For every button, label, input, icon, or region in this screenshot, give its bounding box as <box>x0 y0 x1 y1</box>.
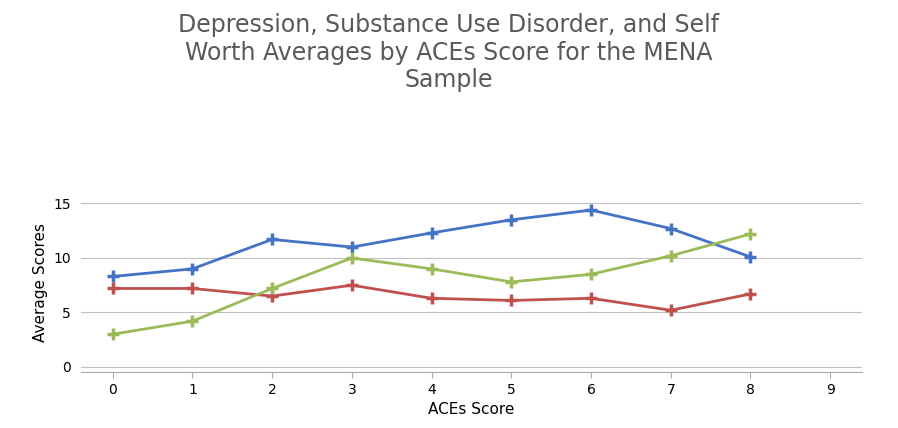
PHQ-9 Average <box>745 254 756 259</box>
Self-Worth <box>187 286 198 291</box>
Line: Substance Use Disorder: Substance Use Disorder <box>107 228 757 341</box>
PHQ-9 Average <box>506 217 516 223</box>
Line: PHQ-9 Average: PHQ-9 Average <box>107 204 757 283</box>
Substance Use Disorder <box>347 256 357 261</box>
Self-Worth <box>665 308 676 313</box>
Self-Worth <box>506 298 516 303</box>
Substance Use Disorder <box>665 253 676 259</box>
Self-Worth <box>427 296 437 301</box>
Substance Use Disorder <box>585 272 596 277</box>
Substance Use Disorder <box>108 332 119 337</box>
Substance Use Disorder <box>506 279 516 285</box>
PHQ-9 Average <box>187 266 198 271</box>
Self-Worth <box>267 294 277 299</box>
Substance Use Disorder <box>745 232 756 237</box>
Y-axis label: Average Scores: Average Scores <box>33 223 48 342</box>
PHQ-9 Average <box>267 237 277 242</box>
Line: Self-Worth: Self-Worth <box>107 279 757 317</box>
Substance Use Disorder <box>427 266 437 271</box>
PHQ-9 Average <box>665 226 676 231</box>
Self-Worth <box>347 282 357 288</box>
Substance Use Disorder <box>187 318 198 324</box>
PHQ-9 Average <box>108 274 119 279</box>
PHQ-9 Average <box>585 208 596 213</box>
Substance Use Disorder <box>267 286 277 291</box>
Text: Depression, Substance Use Disorder, and Self
Worth Averages by ACEs Score for th: Depression, Substance Use Disorder, and … <box>179 13 719 92</box>
Self-Worth <box>108 286 119 291</box>
PHQ-9 Average <box>427 230 437 235</box>
Self-Worth <box>585 296 596 301</box>
Self-Worth <box>745 291 756 297</box>
X-axis label: ACEs Score: ACEs Score <box>428 402 515 417</box>
PHQ-9 Average <box>347 244 357 250</box>
